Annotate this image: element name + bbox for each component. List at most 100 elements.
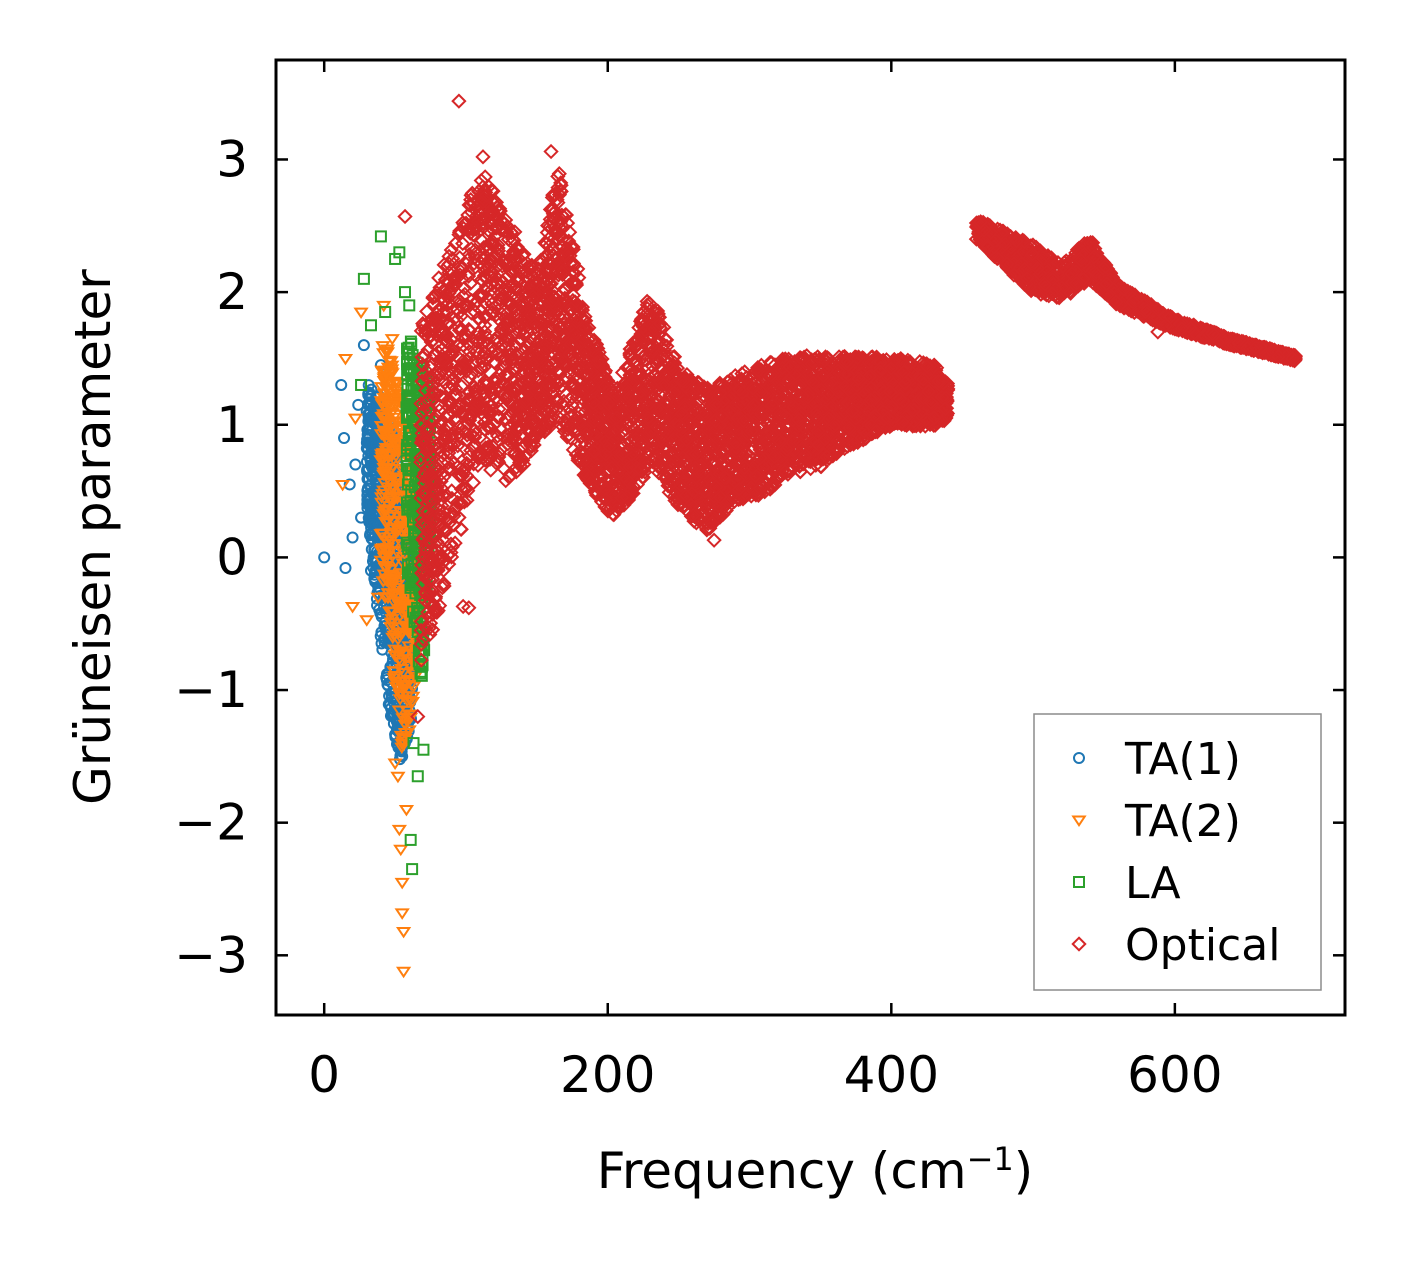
data-point-la [401,379,414,392]
data-point-la [404,581,417,594]
data-point-ta-2- [395,713,411,725]
data-point-la [355,378,368,391]
data-point-ta-2- [393,844,409,857]
data-point-ta-1- [362,512,375,525]
data-point-ta-2- [384,617,400,629]
data-point-ta-1- [318,551,331,564]
data-point-ta-2- [389,478,406,490]
data-point-ta-2- [382,607,398,619]
data-point-ta-2- [359,615,375,627]
data-point-ta-2- [405,691,421,704]
data-point-ta-2- [383,536,399,548]
data-point-la [406,863,419,876]
data-point-ta-2- [381,385,397,397]
data-point-ta-1- [369,551,382,564]
x-tick-label: 0 [308,1046,340,1104]
data-point-ta-2- [382,475,398,488]
data-point-ta-2- [373,455,389,467]
data-point-ta-2- [396,683,413,695]
x-tick-label: 600 [1127,1046,1222,1104]
data-point-ta-1- [364,564,377,577]
data-point-la [357,272,370,285]
x-tick-labels: 0 200 400 600 [308,1046,1222,1104]
data-point-ta-2- [392,603,409,616]
data-point-ta-2- [381,546,398,558]
data-point-ta-1- [366,518,379,531]
data-point-ta-2- [394,517,410,529]
data-point-la [401,567,414,580]
data-point-ta-2- [388,376,404,389]
data-point-ta-2- [383,356,399,368]
data-point-la [411,770,424,783]
data-point-ta-2- [404,697,420,709]
data-point-ta-2- [390,771,406,784]
data-point-la [407,737,420,750]
data-point-ta-1- [355,511,368,524]
data-point-ta-2- [390,417,406,430]
data-point-ta-2- [395,668,411,680]
data-point-ta-2- [335,479,351,492]
data-point-ta-2- [406,681,422,693]
data-point-ta-2- [379,347,396,359]
data-point-ta-2- [402,674,418,687]
data-point-ta-2- [382,492,399,505]
data-point-optical [464,365,480,382]
data-point-la [402,341,415,354]
data-point-ta-2- [383,400,399,413]
data-point-ta-2- [394,908,410,920]
data-point-ta-2- [377,466,394,479]
data-point-la [364,319,377,332]
data-point-la [404,463,417,476]
data-point-ta-1- [360,405,373,418]
plot-area [274,58,1347,1017]
data-point-ta-2- [390,445,406,457]
data-point-la [393,246,406,259]
data-point-la [399,286,412,299]
data-point-ta-1- [335,378,348,391]
data-point-ta-2- [378,367,395,379]
data-point-ta-1- [357,339,370,352]
data-point-ta-2- [373,545,389,557]
y-tick-label: −1 [174,661,248,719]
y-tick-label: −3 [174,926,248,984]
data-point-ta-2- [378,505,394,517]
data-point-ta-2- [382,430,398,442]
data-point-ta-2- [384,450,400,463]
data-point-la [405,366,418,379]
data-point-ta-2- [394,589,410,601]
data-point-ta-1- [343,478,356,491]
data-point-ta-1- [338,432,351,445]
data-point-ta-2- [379,397,395,410]
data-point-ta-2- [376,409,392,421]
data-point-ta-2- [387,588,403,601]
data-point-ta-2- [387,644,403,657]
data-point-ta-2- [394,877,410,890]
y-tick-label: 0 [216,528,248,586]
x-tick-label: 200 [560,1046,655,1104]
data-point-ta-1- [361,484,374,497]
data-point-la [403,299,416,312]
data-point-ta-2- [347,413,364,426]
data-point-ta-2- [401,725,417,737]
data-point-ta-2- [376,552,392,564]
data-point-la [404,335,417,348]
data-point-ta-2- [392,506,409,519]
data-point-la [405,541,418,554]
data-point-la [403,502,416,515]
data-point-ta-2- [394,646,410,658]
data-point-ta-2- [387,583,403,595]
data-point-ta-1- [349,458,362,471]
data-point-ta-2- [393,520,409,533]
data-point-ta-2- [391,689,408,701]
data-point-la [416,659,429,672]
x-tick-label: 400 [844,1046,939,1104]
data-point-ta-2- [384,334,400,346]
data-point-la [408,481,421,494]
data-point-ta-1- [352,398,365,411]
data-point-la [407,399,420,412]
data-point-ta-2- [383,581,400,594]
data-point-ta-2- [376,485,392,498]
data-point-ta-2- [344,602,361,614]
data-point-ta-1- [366,459,379,472]
